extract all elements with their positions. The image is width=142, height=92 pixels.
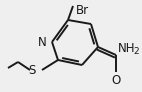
Text: Br: Br: [76, 4, 89, 17]
Text: S: S: [29, 63, 36, 77]
Text: N: N: [38, 36, 47, 48]
Text: 2: 2: [133, 47, 139, 56]
Text: O: O: [111, 74, 121, 87]
Text: NH: NH: [118, 41, 135, 54]
